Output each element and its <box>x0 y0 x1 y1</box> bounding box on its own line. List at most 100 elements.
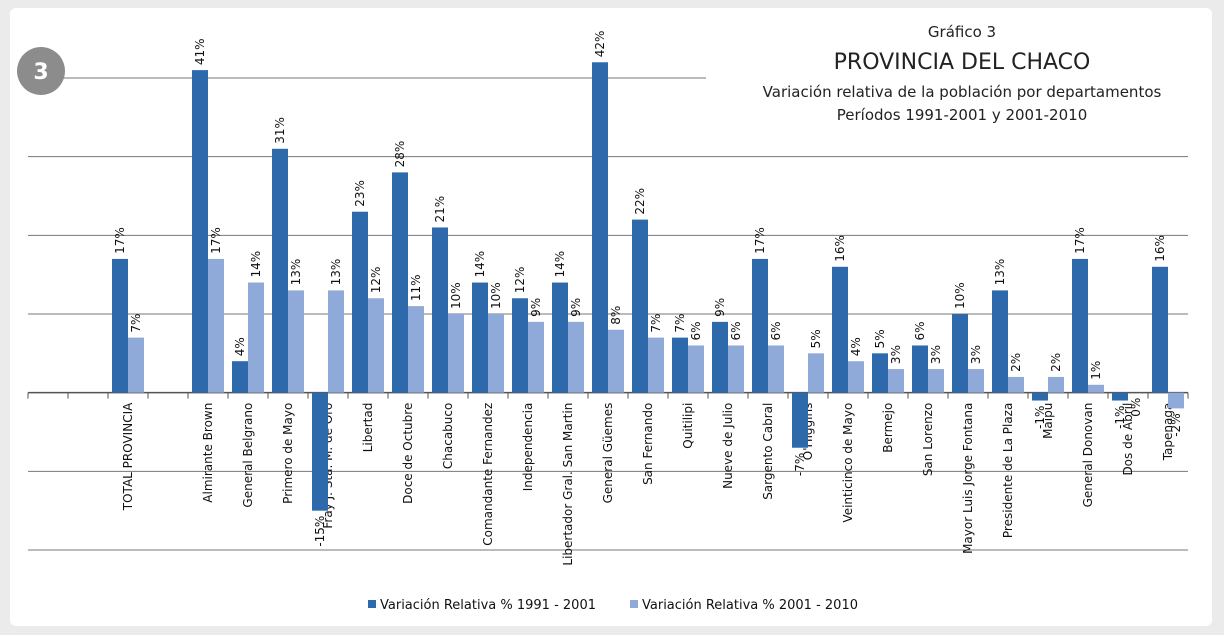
value-label: 5% <box>809 329 823 348</box>
bar <box>848 361 864 393</box>
value-label: 14% <box>473 251 487 278</box>
value-label: 9% <box>713 298 727 317</box>
value-label: 16% <box>833 235 847 262</box>
badge-text: 3 <box>33 60 48 85</box>
value-label: 7% <box>673 314 687 333</box>
bar <box>632 219 648 393</box>
bar <box>352 211 368 393</box>
x-tick-label: Mayor Luis Jorge Fontana <box>961 403 975 554</box>
x-tick-label: Comandante Fernandez <box>481 403 495 546</box>
value-label: 17% <box>753 227 767 254</box>
bar <box>952 314 968 393</box>
value-label: 8% <box>609 306 623 325</box>
bar <box>688 345 704 393</box>
value-label: 6% <box>729 321 743 340</box>
value-label: 17% <box>113 227 127 254</box>
bar <box>1112 392 1128 401</box>
x-tick-label: Quitilipi <box>681 403 695 449</box>
bar <box>1152 266 1168 393</box>
value-label: 5% <box>873 329 887 348</box>
bar <box>112 258 128 393</box>
value-label: 7% <box>129 314 143 333</box>
bar <box>488 314 504 393</box>
bar <box>808 353 824 393</box>
value-label: 3% <box>969 345 983 364</box>
value-label: 14% <box>553 251 567 278</box>
value-label: 23% <box>353 180 367 207</box>
x-tick-label: Libertador Gral. San Martin <box>561 403 575 566</box>
x-tick-label: Independencia <box>521 403 535 492</box>
x-tick-label: Bermejo <box>881 403 895 453</box>
value-label: -1% <box>1033 406 1047 429</box>
value-label: 4% <box>849 337 863 356</box>
x-tick-label: General Belgrano <box>241 403 255 508</box>
chart-subtitle: Períodos 1991-2001 y 2001-2010 <box>837 106 1087 124</box>
value-label: 22% <box>633 188 647 215</box>
value-label: 14% <box>249 251 263 278</box>
value-label: 10% <box>953 282 967 309</box>
x-tick-label: Chacabuco <box>441 403 455 469</box>
value-label: 9% <box>529 298 543 317</box>
bar <box>208 258 224 393</box>
x-tick-label: General Donovan <box>1081 403 1095 508</box>
x-tick-label: San Lorenzo <box>921 403 935 477</box>
value-label: 11% <box>409 274 423 301</box>
value-label: 3% <box>929 345 943 364</box>
value-label: 1% <box>1089 361 1103 380</box>
value-label: -15% <box>313 516 327 547</box>
bar <box>472 282 488 393</box>
value-label: 10% <box>489 282 503 309</box>
bar <box>888 369 904 393</box>
value-label: 21% <box>433 196 447 223</box>
value-label: 17% <box>209 227 223 254</box>
value-label: 13% <box>289 259 303 286</box>
bar <box>248 282 264 393</box>
value-label: 16% <box>1153 235 1167 262</box>
bar <box>408 306 424 393</box>
bar <box>1168 392 1184 409</box>
bar <box>328 290 344 393</box>
value-label: 0% <box>1129 398 1143 417</box>
value-label: 6% <box>689 321 703 340</box>
x-tick-label: Presidente de La Plaza <box>1001 403 1015 538</box>
bar <box>928 369 944 393</box>
bar <box>392 172 408 393</box>
legend-swatch <box>368 600 376 608</box>
bar <box>192 70 208 393</box>
value-label: 13% <box>993 259 1007 286</box>
value-label: -1% <box>1113 406 1127 429</box>
x-tick-label: Tapenaga <box>1161 403 1175 462</box>
value-label: -2% <box>1169 413 1183 436</box>
value-label: 2% <box>1049 353 1063 372</box>
value-label: 2% <box>1009 353 1023 372</box>
chart-title: PROVINCIA DEL CHACO <box>834 50 1091 75</box>
x-tick-label: San Fernando <box>641 403 655 485</box>
badge <box>17 47 65 95</box>
bar <box>528 321 544 393</box>
chart-subtitle: Variación relativa de la población por d… <box>763 83 1162 101</box>
bar <box>792 392 808 448</box>
bar <box>992 290 1008 393</box>
x-tick-label: Almirante Brown <box>201 403 215 503</box>
bar <box>608 329 624 393</box>
bar <box>912 345 928 393</box>
x-tick-label: Sargento Cabral <box>761 403 775 500</box>
x-tick-label: General Güemes <box>601 403 615 504</box>
bar <box>1032 392 1048 401</box>
value-label: 31% <box>273 117 287 144</box>
value-label: 12% <box>369 267 383 294</box>
value-label: 41% <box>193 38 207 65</box>
value-label: -7% <box>793 453 807 476</box>
bar <box>648 337 664 393</box>
x-tick-label: Veinticinco de Mayo <box>841 403 855 523</box>
title-backdrop <box>706 12 1206 136</box>
bar <box>752 258 768 393</box>
bar <box>672 337 688 393</box>
x-tick-label: Maipu <box>1041 403 1055 439</box>
bar <box>432 227 448 393</box>
chart-label: Gráfico 3 <box>928 23 996 41</box>
bar <box>368 298 384 393</box>
value-label: 12% <box>513 267 527 294</box>
